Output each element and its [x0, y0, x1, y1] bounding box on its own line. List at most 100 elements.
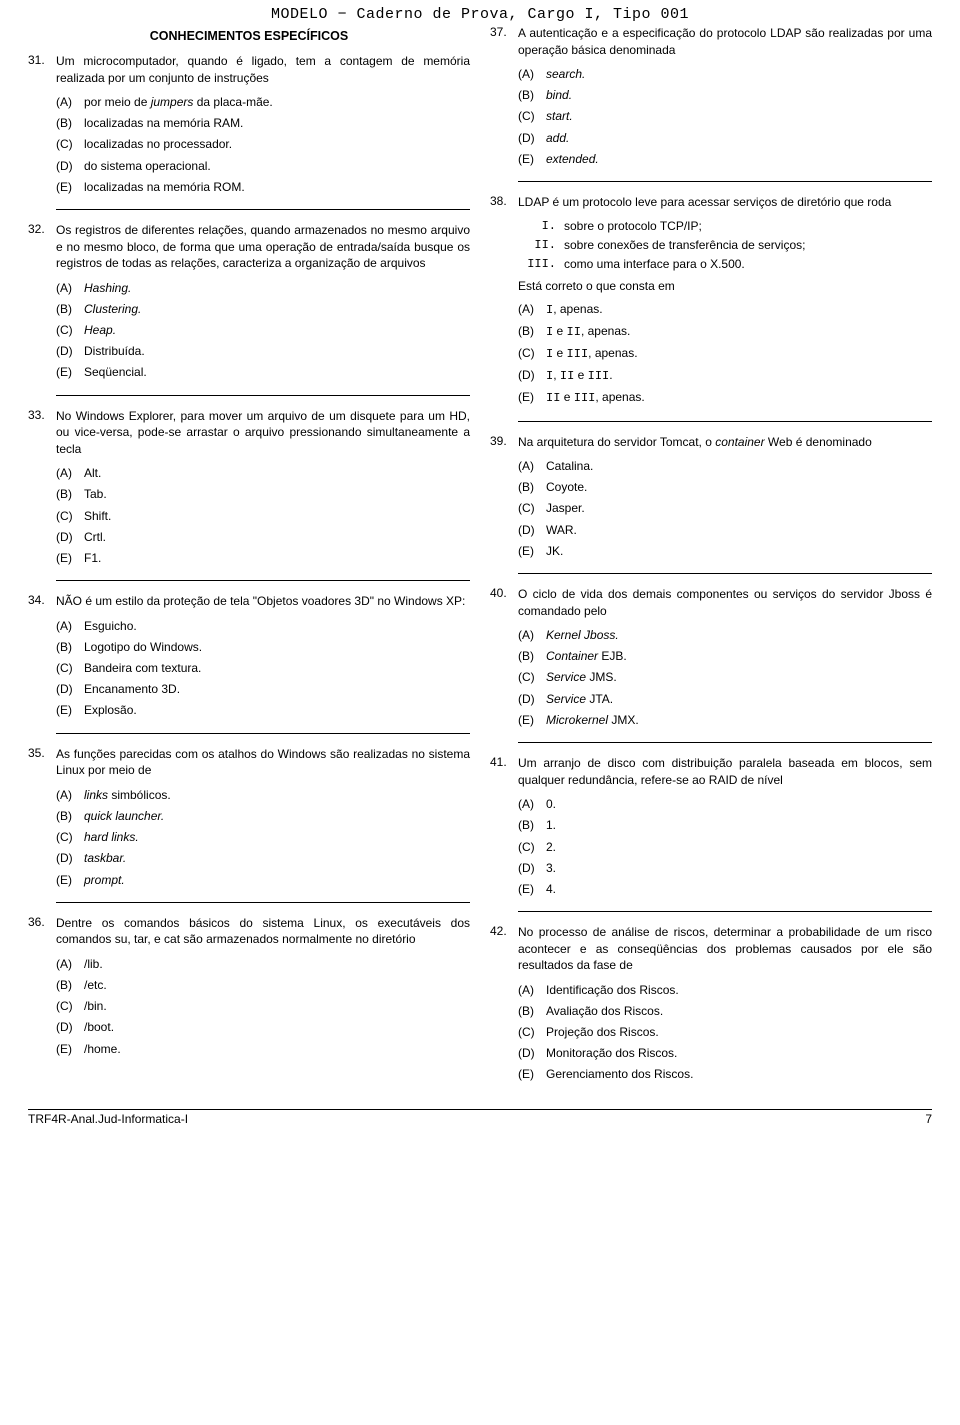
- option-label: (C): [518, 669, 546, 685]
- option-label: (E): [518, 712, 546, 728]
- question-divider: [56, 902, 470, 903]
- question-number: 42.: [490, 924, 518, 938]
- option-text: /bin.: [84, 998, 470, 1014]
- option-label: (E): [56, 872, 84, 888]
- option-label: (E): [56, 364, 84, 380]
- option-label: (A): [518, 66, 546, 82]
- option-label: (B): [518, 1003, 546, 1019]
- options-list: (A)por meio de jumpers da placa-mãe. (B)l…: [28, 94, 470, 195]
- option: (A)0.: [490, 796, 932, 812]
- option-label: (D): [518, 1045, 546, 1061]
- question-divider: [56, 209, 470, 210]
- option-label: (D): [56, 529, 84, 545]
- option-text: Projeção dos Riscos.: [546, 1024, 932, 1040]
- question: 32.Os registros de diferentes relações, …: [28, 222, 470, 381]
- option: (E)II e III, apenas.: [490, 389, 932, 406]
- question-divider: [56, 580, 470, 581]
- question-number: 32.: [28, 222, 56, 236]
- option-text: I e II, apenas.: [546, 323, 932, 340]
- question-stem: LDAP é um protocolo leve para acessar se…: [518, 194, 932, 211]
- option-text: 2.: [546, 839, 932, 855]
- option-text: I, II e III.: [546, 367, 932, 384]
- option-label: (B): [56, 977, 84, 993]
- option: (C)/bin.: [28, 998, 470, 1014]
- option: (C)2.: [490, 839, 932, 855]
- option: (B)I e II, apenas.: [490, 323, 932, 340]
- question-number: 39.: [490, 434, 518, 448]
- option-text: Container EJB.: [546, 648, 932, 664]
- option-text: prompt.: [84, 872, 470, 888]
- option-text: 3.: [546, 860, 932, 876]
- option-label: (C): [518, 108, 546, 124]
- option-text: links simbólicos.: [84, 787, 470, 803]
- option-text: hard links.: [84, 829, 470, 845]
- option-text: 4.: [546, 881, 932, 897]
- option-label: (D): [56, 850, 84, 866]
- option: (B)/etc.: [28, 977, 470, 993]
- option-label: (E): [56, 702, 84, 718]
- option: (B)bind.: [490, 87, 932, 103]
- option-label: (D): [56, 343, 84, 359]
- option: (E)JK.: [490, 543, 932, 559]
- option-text: /lib.: [84, 956, 470, 972]
- option: (E)/home.: [28, 1041, 470, 1057]
- option: (A)por meio de jumpers da placa-mãe.: [28, 94, 470, 110]
- option: (A)Hashing.: [28, 280, 470, 296]
- page-footer: TRF4R-Anal.Jud-Informatica-I 7: [28, 1109, 932, 1126]
- option: (B)localizadas na memória RAM.: [28, 115, 470, 131]
- option-label: (C): [56, 508, 84, 524]
- left-column: CONHECIMENTOS ESPECÍFICOS 31.Um microcom…: [28, 25, 470, 1097]
- option-text: por meio de jumpers da placa-mãe.: [84, 94, 470, 110]
- question-divider: [518, 911, 932, 912]
- question-number: 41.: [490, 755, 518, 769]
- question: 31.Um microcomputador, quando é ligado, …: [28, 53, 470, 195]
- option-text: Encanamento 3D.: [84, 681, 470, 697]
- option-label: (E): [518, 389, 546, 406]
- option: (D)Service JTA.: [490, 691, 932, 707]
- question-divider: [518, 421, 932, 422]
- option-label: (D): [518, 691, 546, 707]
- option: (D)Encanamento 3D.: [28, 681, 470, 697]
- option: (B)Coyote.: [490, 479, 932, 495]
- question-divider: [518, 573, 932, 574]
- option: (A)search.: [490, 66, 932, 82]
- option: (B)Tab.: [28, 486, 470, 502]
- question-stem: No processo de análise de riscos, determ…: [518, 924, 932, 974]
- question-divider: [56, 395, 470, 396]
- option-text: Hashing.: [84, 280, 470, 296]
- option-text: Distribuída.: [84, 343, 470, 359]
- option-label: (E): [518, 151, 546, 167]
- option: (C)start.: [490, 108, 932, 124]
- option-label: (D): [518, 130, 546, 146]
- option-text: Avaliação dos Riscos.: [546, 1003, 932, 1019]
- option-label: (B): [56, 115, 84, 131]
- option-text: Microkernel JMX.: [546, 712, 932, 728]
- question-number: 40.: [490, 586, 518, 600]
- option-text: F1.: [84, 550, 470, 566]
- option-label: (D): [518, 367, 546, 384]
- question-stem: Um arranjo de disco com distribuição par…: [518, 755, 932, 788]
- option-text: Gerenciamento dos Riscos.: [546, 1066, 932, 1082]
- option: (B)Container EJB.: [490, 648, 932, 664]
- option: (A)Alt.: [28, 465, 470, 481]
- option-label: (C): [518, 500, 546, 516]
- options-list: (A)0.(B)1.(C)2.(D)3.(E)4.: [490, 796, 932, 897]
- option: (C)Jasper.: [490, 500, 932, 516]
- option-text: Seqüencial.: [84, 364, 470, 380]
- question: 39.Na arquitetura do servidor Tomcat, o …: [490, 434, 932, 559]
- option-text: I e III, apenas.: [546, 345, 932, 362]
- option-label: (A): [518, 458, 546, 474]
- option-text: /home.: [84, 1041, 470, 1057]
- option: (A)/lib.: [28, 956, 470, 972]
- question-divider: [518, 742, 932, 743]
- option-label: (C): [56, 660, 84, 676]
- option-text: localizadas na memória RAM.: [84, 115, 470, 131]
- option-label: (B): [518, 817, 546, 833]
- option-text: start.: [546, 108, 932, 124]
- question: 40.O ciclo de vida dos demais componente…: [490, 586, 932, 728]
- question-stem: NÃO é um estilo da proteção de tela "Obj…: [56, 593, 470, 610]
- option-text: Esguicho.: [84, 618, 470, 634]
- option: (D)3.: [490, 860, 932, 876]
- question: 34.NÃO é um estilo da proteção de tela "…: [28, 593, 470, 718]
- question-number: 31.: [28, 53, 56, 67]
